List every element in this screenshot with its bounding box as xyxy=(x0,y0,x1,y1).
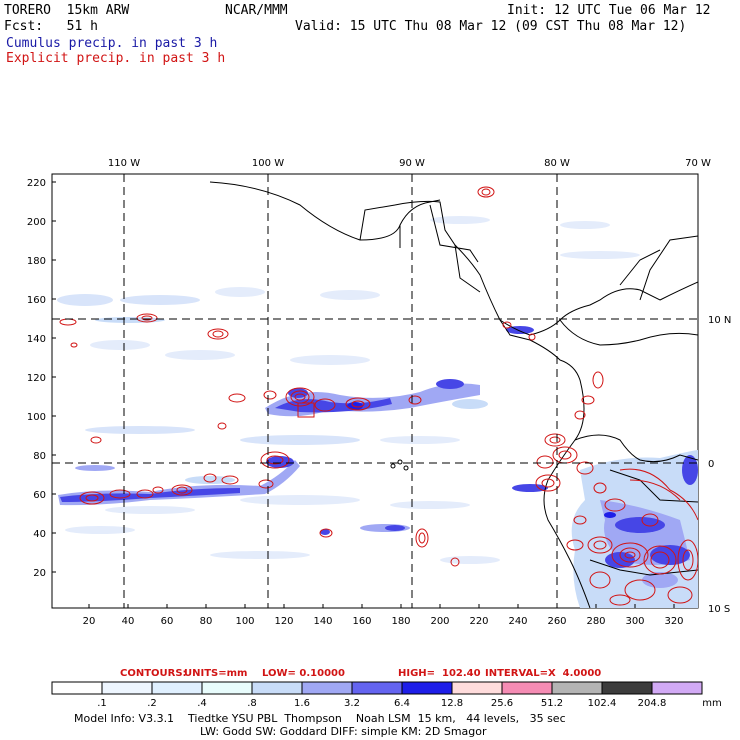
x-tick: 240 xyxy=(508,616,527,627)
colorbar-label: 204.8 xyxy=(637,698,667,709)
legend-cumulus: Cumulus precip. in past 3 h xyxy=(6,36,218,51)
colorbar-label: 6.4 xyxy=(394,698,410,709)
colorbar-label: .2 xyxy=(147,698,157,709)
x-tick: 320 xyxy=(664,616,683,627)
colorbar-swatch xyxy=(101,681,153,695)
y-tick: 200 xyxy=(27,217,46,228)
graticule xyxy=(52,174,698,608)
colorbar-label: 51.2 xyxy=(540,698,564,709)
model-info: Model Info: V3.3.1 Tiedtke YSU PBL Thomp… xyxy=(74,712,566,725)
contours-title: CONTOURS: xyxy=(120,668,187,679)
explicit-precip-contours xyxy=(59,186,698,606)
legend-explicit: Explicit precip. in past 3 h xyxy=(6,51,226,66)
x-tick: 300 xyxy=(625,616,644,627)
colorbar xyxy=(51,681,703,695)
init-time: Init: 12 UTC Tue 06 Mar 12 xyxy=(507,3,711,18)
colorbar-label: .8 xyxy=(247,698,257,709)
model-title: TORERO 15km ARW xyxy=(4,3,130,18)
colorbar-swatch xyxy=(301,681,353,695)
y-tick: 120 xyxy=(27,373,46,384)
colorbar-label: .1 xyxy=(97,698,107,709)
y-tick: 60 xyxy=(33,490,46,501)
y-tick: 140 xyxy=(27,334,46,345)
colorbar-swatch xyxy=(601,681,653,695)
y-tick: 180 xyxy=(27,256,46,267)
x-tick: 260 xyxy=(547,616,566,627)
x-tick: 100 xyxy=(235,616,254,627)
forecast-hour: Fcst: 51 h xyxy=(4,19,98,34)
galapagos-islands xyxy=(390,459,409,471)
colorbar-label: 3.2 xyxy=(344,698,360,709)
colorbar-label: 102.4 xyxy=(587,698,617,709)
colorbar-label: .4 xyxy=(197,698,207,709)
colorbar-swatch xyxy=(251,681,303,695)
x-tick: 140 xyxy=(313,616,332,627)
lon-label: 110 W xyxy=(108,158,140,169)
x-tick: 160 xyxy=(352,616,371,627)
x-tick: 40 xyxy=(122,616,135,627)
x-tick: 60 xyxy=(161,616,174,627)
colorbar-label: 12.8 xyxy=(440,698,464,709)
lon-label: 80 W xyxy=(544,158,570,169)
y-tick: 220 xyxy=(27,178,46,189)
lat-label: 10 S xyxy=(708,604,730,615)
colorbar-unit: mm xyxy=(702,698,722,709)
contours-interval: INTERVAL=X 4.0000 xyxy=(485,668,602,679)
contours-units: UNITS=mm xyxy=(184,668,248,679)
y-tick: 100 xyxy=(27,412,46,423)
x-tick: 180 xyxy=(391,616,410,627)
x-tick: 120 xyxy=(274,616,293,627)
colorbar-swatch xyxy=(51,681,103,695)
axis-ticks xyxy=(52,181,675,608)
colorbar-swatch xyxy=(501,681,553,695)
colorbar-swatch xyxy=(401,681,453,695)
x-tick: 280 xyxy=(586,616,605,627)
colorbar-label: 25.6 xyxy=(490,698,514,709)
colorbar-swatch xyxy=(201,681,253,695)
y-tick: 40 xyxy=(33,529,46,540)
y-tick: 20 xyxy=(33,568,46,579)
colorbar-swatch xyxy=(351,681,403,695)
physics-info: LW: Godd SW: Goddard DIFF: simple KM: 2D… xyxy=(200,725,487,738)
colorbar-swatch xyxy=(151,681,203,695)
coastlines xyxy=(209,181,698,608)
lat-label: 0 xyxy=(708,459,714,470)
colorbar-swatch xyxy=(651,681,703,695)
lon-label: 100 W xyxy=(252,158,284,169)
lat-label: 10 N xyxy=(708,315,731,326)
colorbar-swatch xyxy=(451,681,503,695)
org-label: NCAR/MMM xyxy=(225,3,288,18)
colorbar-swatch xyxy=(551,681,603,695)
lon-label: 90 W xyxy=(399,158,425,169)
x-tick: 20 xyxy=(83,616,96,627)
lon-label: 70 W xyxy=(685,158,711,169)
y-tick: 80 xyxy=(33,451,46,462)
y-tick: 160 xyxy=(27,295,46,306)
x-tick: 80 xyxy=(200,616,213,627)
x-tick: 220 xyxy=(469,616,488,627)
contours-high: HIGH= 102.40 xyxy=(398,668,481,679)
contours-low: LOW= 0.10000 xyxy=(262,668,345,679)
colorbar-label: 1.6 xyxy=(294,698,310,709)
valid-time: Valid: 15 UTC Thu 08 Mar 12 (09 CST Thu … xyxy=(295,19,687,34)
x-tick: 200 xyxy=(430,616,449,627)
